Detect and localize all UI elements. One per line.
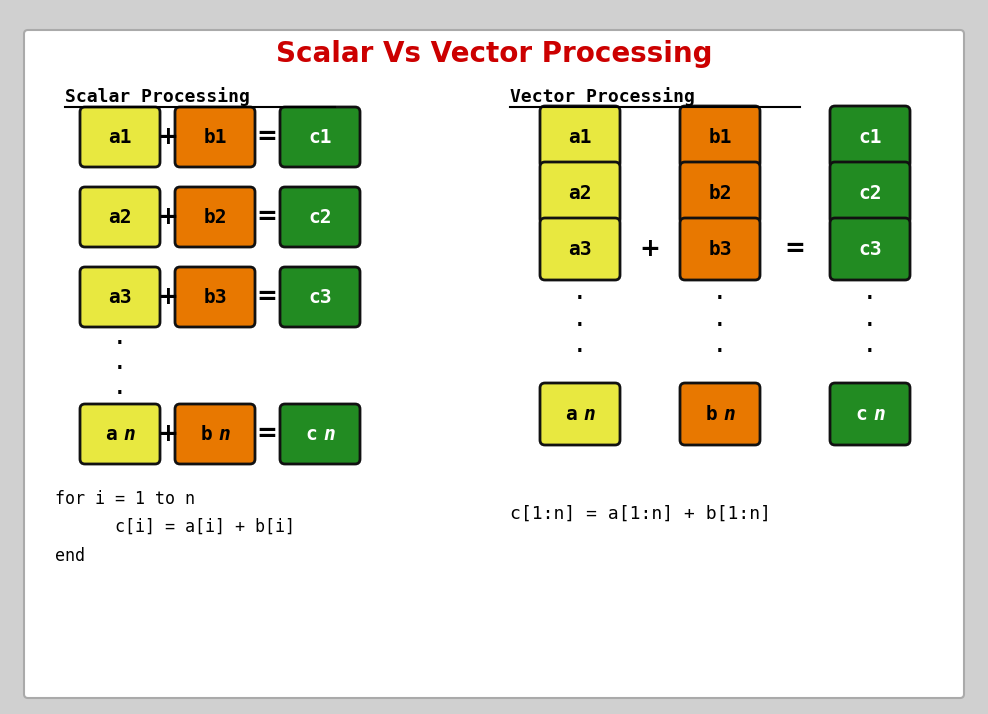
Text: n: n (583, 405, 595, 423)
FancyBboxPatch shape (540, 218, 620, 280)
Text: ·: · (715, 338, 725, 366)
Text: =: = (257, 205, 278, 229)
Text: n: n (723, 405, 735, 423)
Text: +: + (639, 237, 660, 261)
Text: b: b (201, 425, 212, 443)
Text: a: a (565, 405, 577, 423)
Text: c1: c1 (308, 128, 332, 146)
Text: ·: · (865, 338, 874, 366)
Text: b1: b1 (204, 128, 227, 146)
Text: +: + (157, 285, 179, 309)
FancyBboxPatch shape (80, 267, 160, 327)
FancyBboxPatch shape (80, 404, 160, 464)
Text: b1: b1 (708, 128, 732, 146)
Text: a1: a1 (568, 128, 592, 146)
FancyBboxPatch shape (540, 383, 620, 445)
FancyBboxPatch shape (680, 383, 760, 445)
Text: for i = 1 to n: for i = 1 to n (55, 490, 195, 508)
FancyBboxPatch shape (175, 404, 255, 464)
Text: +: + (157, 125, 179, 149)
Text: Scalar Processing: Scalar Processing (65, 88, 250, 106)
Text: ·: · (575, 284, 585, 313)
Text: b2: b2 (708, 183, 732, 203)
Text: Vector Processing: Vector Processing (510, 88, 695, 106)
Text: c1: c1 (859, 128, 881, 146)
Text: c: c (305, 425, 317, 443)
FancyBboxPatch shape (680, 106, 760, 168)
Text: a1: a1 (109, 128, 131, 146)
Text: n: n (123, 425, 134, 443)
FancyBboxPatch shape (80, 107, 160, 167)
Text: n: n (873, 405, 884, 423)
Text: b2: b2 (204, 208, 227, 226)
FancyBboxPatch shape (175, 267, 255, 327)
FancyBboxPatch shape (175, 107, 255, 167)
FancyBboxPatch shape (680, 218, 760, 280)
Text: a2: a2 (109, 208, 131, 226)
FancyBboxPatch shape (540, 162, 620, 224)
Text: n: n (218, 425, 230, 443)
FancyBboxPatch shape (540, 106, 620, 168)
Text: end: end (55, 547, 85, 565)
Text: a2: a2 (568, 183, 592, 203)
Text: =: = (257, 285, 278, 309)
FancyBboxPatch shape (280, 187, 360, 247)
Text: c2: c2 (859, 183, 881, 203)
Text: c3: c3 (859, 239, 881, 258)
Text: ·: · (865, 311, 874, 341)
FancyBboxPatch shape (175, 187, 255, 247)
Text: +: + (157, 205, 179, 229)
Text: b3: b3 (204, 288, 227, 306)
Text: c[1:n] = a[1:n] + b[1:n]: c[1:n] = a[1:n] + b[1:n] (510, 505, 771, 523)
Text: a: a (106, 425, 117, 443)
Text: a3: a3 (109, 288, 131, 306)
FancyBboxPatch shape (830, 383, 910, 445)
Text: a3: a3 (568, 239, 592, 258)
Text: b: b (705, 405, 717, 423)
Text: +: + (157, 422, 179, 446)
Text: c[i] = a[i] + b[i]: c[i] = a[i] + b[i] (55, 518, 295, 536)
FancyBboxPatch shape (830, 218, 910, 280)
Text: c: c (856, 405, 867, 423)
FancyBboxPatch shape (280, 404, 360, 464)
Text: c3: c3 (308, 288, 332, 306)
FancyBboxPatch shape (280, 267, 360, 327)
Text: ·: · (116, 329, 124, 358)
FancyBboxPatch shape (80, 187, 160, 247)
Text: ·: · (575, 338, 585, 366)
Text: =: = (257, 422, 278, 446)
Text: ·: · (715, 284, 725, 313)
Text: ·: · (865, 284, 874, 313)
FancyBboxPatch shape (830, 162, 910, 224)
FancyBboxPatch shape (830, 106, 910, 168)
FancyBboxPatch shape (680, 162, 760, 224)
FancyBboxPatch shape (24, 30, 964, 698)
Text: c2: c2 (308, 208, 332, 226)
Text: ·: · (116, 354, 124, 383)
Text: n: n (323, 425, 335, 443)
Text: ·: · (715, 311, 725, 341)
Text: ·: · (575, 311, 585, 341)
Text: b3: b3 (708, 239, 732, 258)
Text: Scalar Vs Vector Processing: Scalar Vs Vector Processing (276, 40, 712, 68)
FancyBboxPatch shape (280, 107, 360, 167)
Text: =: = (784, 237, 805, 261)
Text: ·: · (116, 380, 124, 408)
Text: =: = (257, 125, 278, 149)
